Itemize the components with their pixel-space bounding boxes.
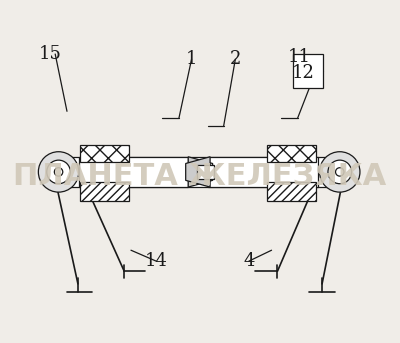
Circle shape — [47, 160, 70, 184]
Bar — [208, 157, 318, 187]
Text: 1: 1 — [186, 50, 197, 68]
Text: ПЛАНЕТА ЖЕЛЕЗЯКА: ПЛАНЕТА ЖЕЛЕЗЯКА — [13, 163, 387, 191]
Circle shape — [38, 152, 79, 192]
Bar — [80, 182, 129, 201]
Bar — [293, 54, 323, 88]
Text: 12: 12 — [292, 64, 315, 82]
Text: 11: 11 — [288, 48, 311, 66]
Bar — [198, 165, 214, 179]
Circle shape — [336, 168, 344, 176]
Text: 15: 15 — [39, 45, 62, 63]
Circle shape — [54, 168, 63, 176]
Bar — [80, 145, 129, 162]
Text: 4: 4 — [243, 252, 254, 270]
Bar — [267, 145, 316, 162]
Circle shape — [328, 160, 352, 184]
Circle shape — [320, 152, 360, 192]
Bar — [50, 157, 350, 187]
Polygon shape — [188, 157, 213, 187]
Text: 14: 14 — [145, 252, 168, 270]
Polygon shape — [186, 157, 210, 187]
Bar — [79, 157, 188, 187]
Bar — [267, 182, 316, 201]
Text: 2: 2 — [230, 50, 241, 68]
